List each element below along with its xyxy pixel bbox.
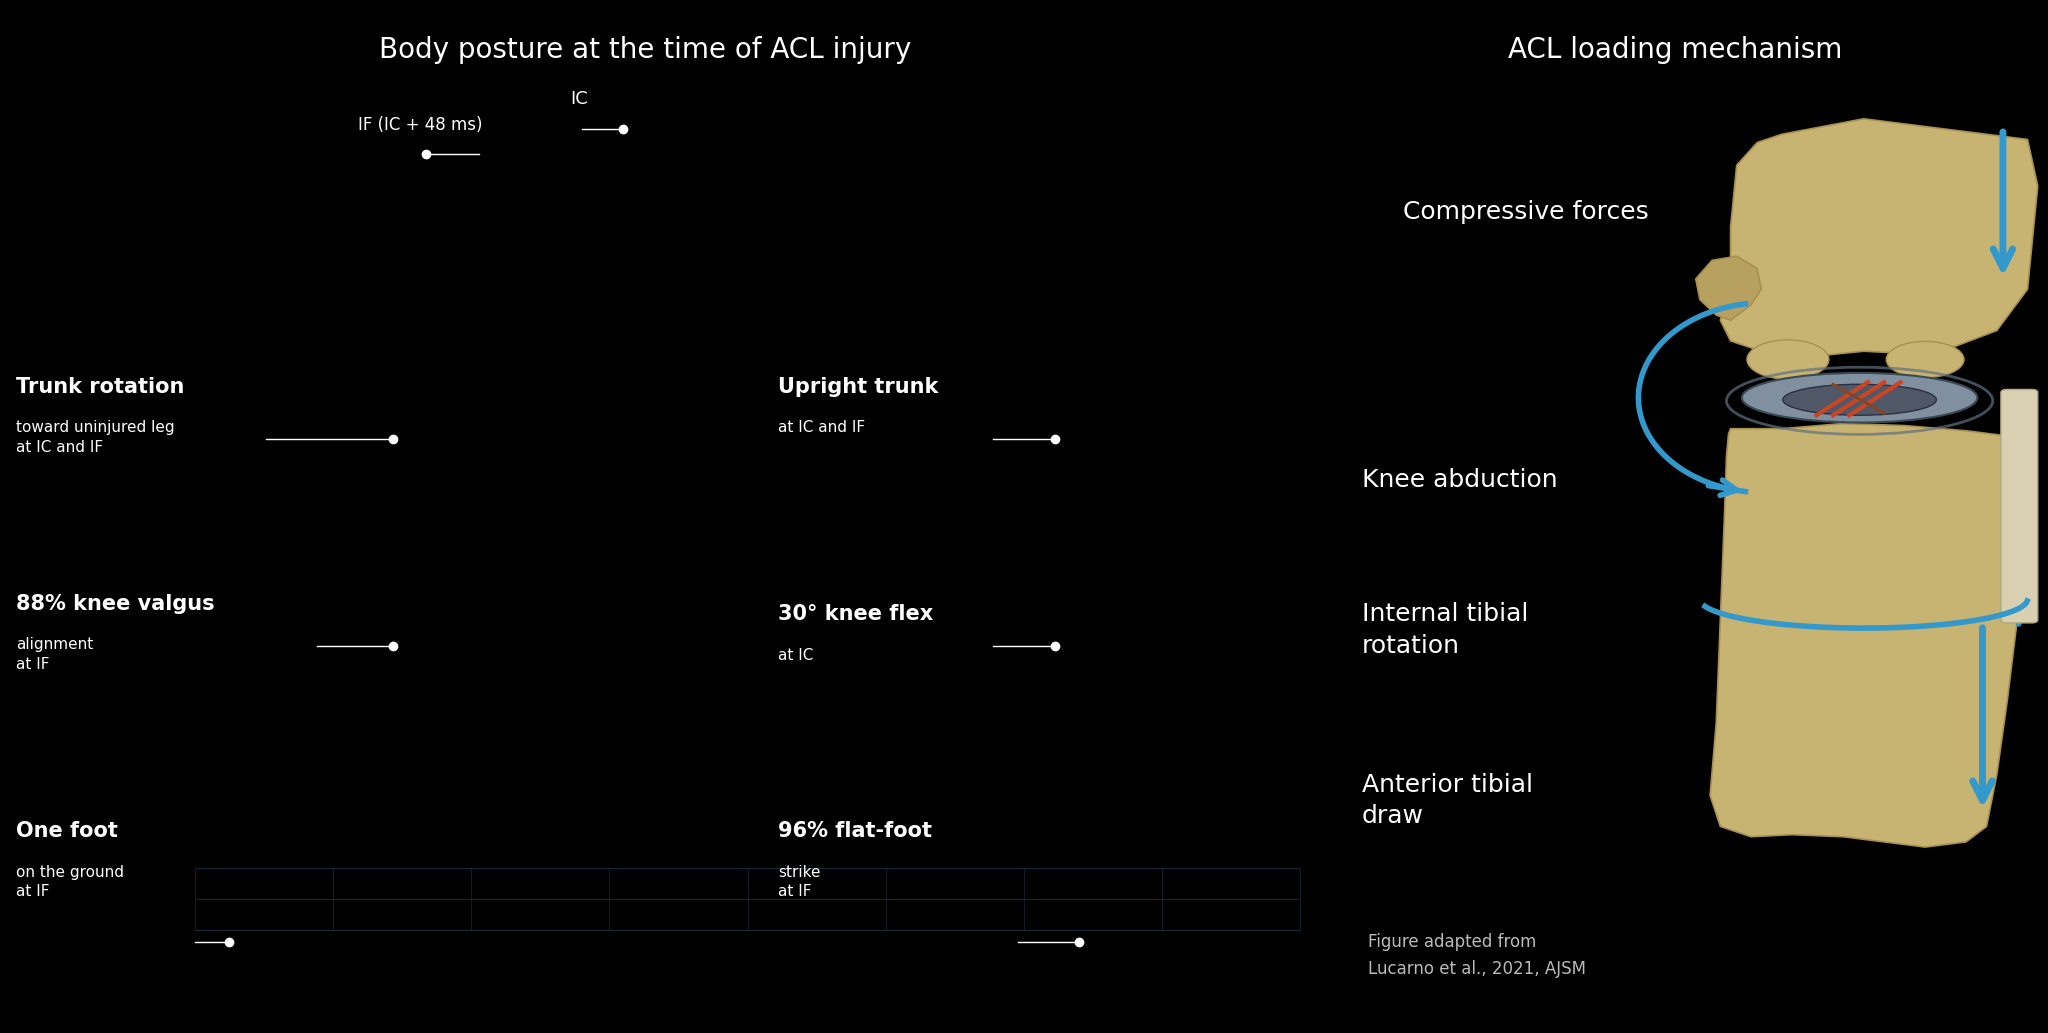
Text: IC: IC xyxy=(571,91,588,108)
Text: at IC and IF: at IC and IF xyxy=(778,420,866,436)
Polygon shape xyxy=(1696,256,1761,320)
Text: Internal tibial
rotation: Internal tibial rotation xyxy=(1362,602,1528,658)
Text: One foot: One foot xyxy=(16,821,119,841)
Text: alignment
at IF: alignment at IF xyxy=(16,637,94,671)
Text: ACL loading mechanism: ACL loading mechanism xyxy=(1507,36,1843,64)
Polygon shape xyxy=(1720,119,2038,356)
FancyBboxPatch shape xyxy=(2001,389,2038,623)
Text: toward uninjured leg
at IC and IF: toward uninjured leg at IC and IF xyxy=(16,420,174,455)
Text: Figure adapted from
Lucarno et al., 2021, AJSM: Figure adapted from Lucarno et al., 2021… xyxy=(1368,934,1585,977)
Text: Anterior tibial
draw: Anterior tibial draw xyxy=(1362,773,1532,828)
Ellipse shape xyxy=(1741,373,1978,422)
Text: at IC: at IC xyxy=(778,648,813,663)
Text: Knee abduction: Knee abduction xyxy=(1362,468,1559,493)
Text: Trunk rotation: Trunk rotation xyxy=(16,377,184,397)
Text: Compressive forces: Compressive forces xyxy=(1403,199,1649,224)
Text: on the ground
at IF: on the ground at IF xyxy=(16,865,125,899)
Polygon shape xyxy=(1710,424,2036,847)
Ellipse shape xyxy=(1747,340,1829,379)
Text: strike
at IF: strike at IF xyxy=(778,865,821,899)
Text: 88% knee valgus: 88% knee valgus xyxy=(16,594,215,614)
Ellipse shape xyxy=(1782,384,1937,415)
Text: Upright trunk: Upright trunk xyxy=(778,377,938,397)
Text: 30° knee flex: 30° knee flex xyxy=(778,604,934,624)
Text: Body posture at the time of ACL injury: Body posture at the time of ACL injury xyxy=(379,36,911,64)
Text: 96% flat-foot: 96% flat-foot xyxy=(778,821,932,841)
Ellipse shape xyxy=(1886,341,1964,377)
Text: IF (IC + 48 ms): IF (IC + 48 ms) xyxy=(358,117,483,134)
